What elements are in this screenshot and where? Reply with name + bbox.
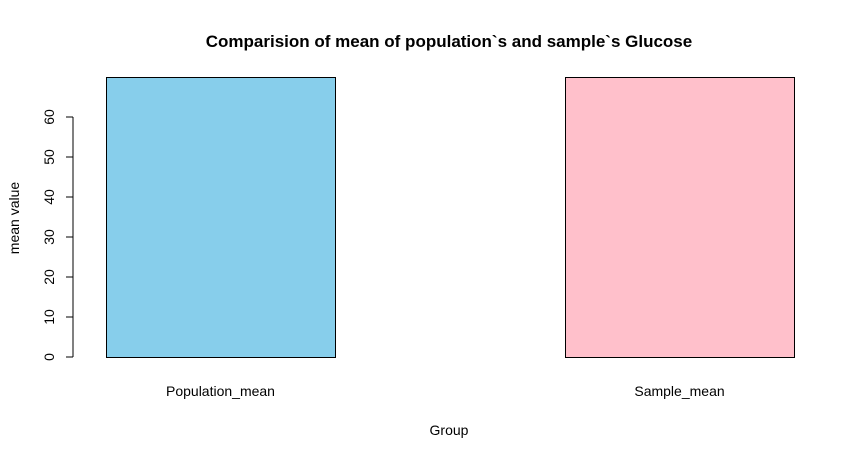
x-tick-label: Sample_mean bbox=[634, 383, 724, 399]
y-axis: 0 10 20 30 40 50 60 bbox=[41, 109, 74, 361]
y-tick-label: 30 bbox=[41, 229, 57, 245]
y-tick-label: 10 bbox=[41, 309, 57, 325]
bar-sample-mean bbox=[565, 77, 795, 358]
y-tick-label: 50 bbox=[41, 149, 57, 165]
y-tick-label: 0 bbox=[41, 353, 57, 361]
x-tick-label: Population_mean bbox=[166, 383, 275, 399]
bars bbox=[106, 77, 795, 358]
x-axis-label: Group bbox=[430, 422, 469, 438]
y-tick-label: 40 bbox=[41, 189, 57, 205]
y-tick-label: 60 bbox=[41, 109, 57, 125]
y-axis-label: mean value bbox=[6, 182, 22, 255]
x-tick-labels: Population_mean Sample_mean bbox=[166, 383, 725, 399]
bar-population-mean bbox=[106, 77, 336, 358]
y-tick-label: 20 bbox=[41, 269, 57, 285]
chart-title: Comparision of mean of population`s and … bbox=[206, 32, 692, 51]
